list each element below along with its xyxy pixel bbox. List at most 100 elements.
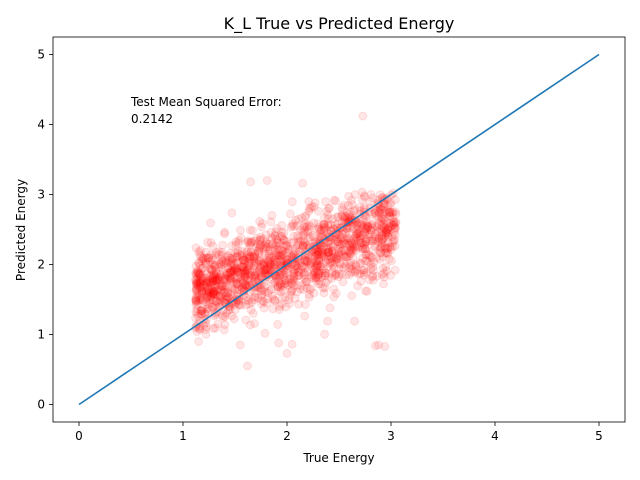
scatter-point (324, 237, 334, 247)
scatter-point (266, 227, 276, 237)
scatter-point (302, 277, 312, 287)
scatter-point (257, 219, 267, 229)
scatter-point (330, 271, 340, 281)
scatter-point (299, 269, 309, 278)
scatter-point (362, 224, 372, 234)
scatter-point (193, 269, 203, 279)
scatter-point (374, 213, 384, 223)
scatter-point (277, 231, 287, 241)
scatter-point (381, 248, 391, 258)
scatter-point (276, 279, 285, 288)
scatter-point (357, 195, 367, 204)
scatter-point (239, 254, 249, 264)
scatter-point (259, 303, 269, 313)
scatter-point (250, 270, 260, 280)
scatter-point (355, 268, 365, 278)
scatter-point (310, 252, 320, 262)
scatter-point (249, 253, 259, 263)
scatter-point (255, 244, 265, 253)
scatter-point (207, 277, 217, 287)
scatter-point (250, 292, 260, 302)
scatter-point (213, 319, 223, 329)
scatter-point (380, 222, 389, 232)
scatter-point (270, 270, 280, 279)
scatter-point (341, 239, 351, 249)
scatter-point (227, 257, 237, 267)
scatter-point (387, 232, 397, 242)
scatter-point (252, 242, 261, 252)
scatter-point (366, 259, 376, 269)
scatter-point (277, 299, 287, 309)
scatter-point (293, 267, 303, 277)
scatter-point (202, 277, 212, 287)
scatter-point (246, 247, 256, 256)
scatter-point (367, 209, 377, 219)
scatter-point (241, 271, 251, 281)
scatter-point (222, 270, 232, 280)
scatter-point (321, 197, 330, 207)
scatter-point (214, 275, 224, 285)
scatter-point (349, 224, 359, 234)
scatter-point (381, 224, 391, 234)
scatter-point (384, 207, 394, 217)
scatter-point (312, 258, 322, 268)
scatter-point (375, 205, 385, 215)
scatter-point (218, 275, 228, 285)
scatter-point (216, 296, 226, 306)
scatter-point (314, 247, 323, 257)
scatter-point (275, 251, 284, 261)
scatter-point (224, 257, 233, 267)
scatter-point (374, 234, 384, 244)
scatter-point (381, 225, 391, 235)
scatter-point (191, 307, 201, 317)
scatter-point (291, 215, 301, 225)
scatter-point (226, 258, 236, 268)
scatter-point (203, 253, 213, 263)
scatter-point (351, 260, 361, 270)
scatter-point (195, 268, 205, 278)
scatter-point (207, 295, 217, 305)
scatter-point (215, 266, 225, 276)
scatter-point (342, 269, 352, 279)
scatter-point (389, 236, 399, 246)
scatter-point (365, 236, 375, 246)
scatter-point (359, 221, 369, 230)
scatter-point (217, 282, 227, 291)
scatter-point (232, 266, 242, 276)
scatter-point (214, 262, 224, 272)
scatter-point (342, 252, 352, 262)
scatter-point (231, 240, 241, 250)
scatter-point (237, 282, 247, 292)
plot-area (52, 36, 626, 423)
scatter-point (194, 288, 203, 297)
scatter-point (277, 249, 287, 259)
scatter-point (191, 268, 201, 278)
scatter-point (352, 225, 362, 235)
scatter-point (312, 271, 322, 281)
scatter-point (300, 219, 310, 229)
scatter-point (282, 254, 292, 264)
scatter-point (337, 229, 347, 239)
scatter-point (352, 220, 362, 230)
scatter-point (193, 311, 203, 321)
scatter-point (388, 242, 397, 252)
scatter-point (357, 244, 367, 254)
scatter-point (230, 266, 240, 276)
scatter-point (304, 203, 314, 213)
scatter-point (220, 273, 230, 283)
scatter-point (222, 308, 231, 318)
scatter-point (267, 233, 277, 243)
scatter-point (389, 217, 399, 227)
scatter-point (239, 265, 249, 275)
scatter-point (340, 214, 350, 224)
scatter-point (289, 271, 299, 281)
scatter-point (260, 265, 270, 275)
scatter-point (246, 248, 256, 258)
scatter-point (233, 267, 243, 277)
scatter-point (191, 284, 201, 294)
scatter-point (304, 259, 314, 269)
scatter-point (309, 202, 319, 212)
scatter-point (325, 303, 335, 313)
scatter-point (309, 273, 319, 283)
scatter-point (266, 260, 276, 270)
